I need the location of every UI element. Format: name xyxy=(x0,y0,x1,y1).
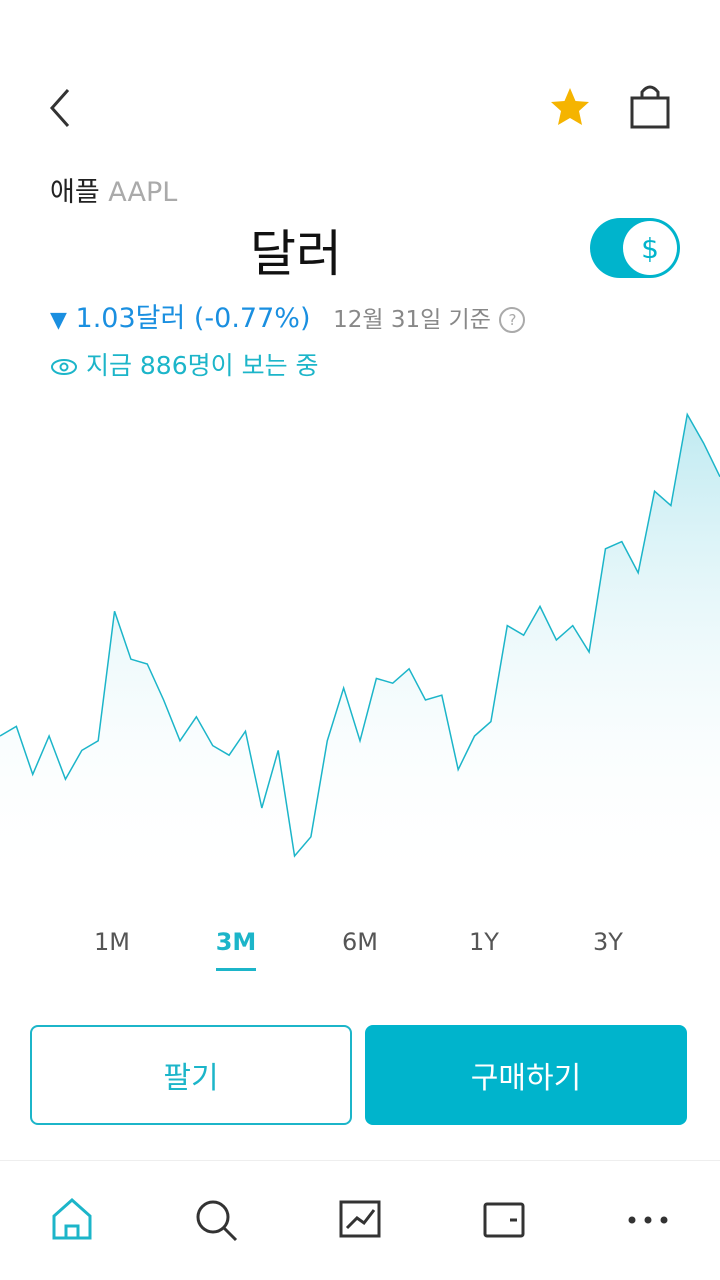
ticker: AAPL xyxy=(108,177,178,208)
eye-icon xyxy=(51,359,77,375)
price-chart xyxy=(0,412,720,890)
back-button[interactable] xyxy=(40,86,84,130)
period-tab[interactable]: 1M xyxy=(94,928,130,956)
toggle-knob: $ xyxy=(623,221,677,275)
stock-name: 애플 xyxy=(50,177,100,208)
nav-home[interactable] xyxy=(52,1197,92,1240)
stock-name-row: 애플 AAPL xyxy=(50,170,177,209)
currency-toggle[interactable]: $ xyxy=(590,218,680,278)
price-unit: 달러 xyxy=(250,225,342,283)
period-tab[interactable]: 1Y xyxy=(469,928,499,956)
viewers-row: 지금 886명이 보는 중 xyxy=(50,346,319,382)
nav-wallet[interactable] xyxy=(483,1202,525,1238)
as-of-date: 12월 31일 기준 xyxy=(333,307,491,333)
buy-button[interactable]: 구매하기 xyxy=(365,1025,687,1125)
change-text: 1.03달러 (-0.77%) xyxy=(75,303,311,334)
change-row: ▼ 1.03달러 (-0.77%) 12월 31일 기준 ? xyxy=(50,296,526,335)
period-tab[interactable]: 6M xyxy=(342,928,378,956)
price-line xyxy=(0,412,720,858)
nav-search[interactable] xyxy=(196,1200,238,1242)
tab-underline xyxy=(216,968,256,971)
period-tab[interactable]: 3M xyxy=(215,928,257,956)
help-icon[interactable]: ? xyxy=(499,306,526,333)
period-tab[interactable]: 3Y xyxy=(593,928,623,956)
bottom-nav xyxy=(52,1197,668,1242)
down-arrow: ▼ xyxy=(50,308,67,333)
cart-button[interactable] xyxy=(628,84,674,132)
nav-chart[interactable] xyxy=(339,1200,381,1238)
area-fill xyxy=(0,414,720,890)
sell-button[interactable]: 팔기 xyxy=(30,1025,352,1125)
viewers-text: 지금 886명이 보는 중 xyxy=(85,351,319,380)
nav-more[interactable] xyxy=(628,1216,668,1224)
favorite-star[interactable] xyxy=(548,86,592,130)
nav-divider xyxy=(0,1160,720,1161)
